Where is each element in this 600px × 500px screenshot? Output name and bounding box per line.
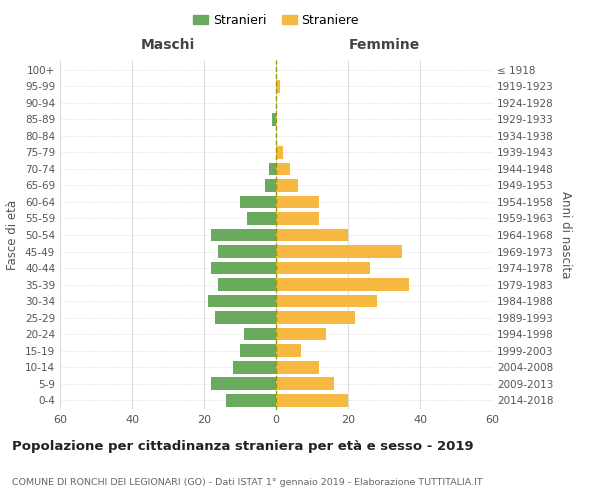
Bar: [240, 196, 276, 208]
Legend: Stranieri, Straniere: Stranieri, Straniere: [188, 8, 364, 32]
Bar: [211, 262, 276, 274]
Bar: [276, 394, 348, 406]
Bar: [276, 228, 348, 241]
Bar: [211, 228, 276, 241]
Text: Maschi: Maschi: [141, 38, 195, 52]
Bar: [276, 212, 319, 225]
Bar: [218, 245, 276, 258]
Bar: [215, 311, 276, 324]
Bar: [208, 294, 276, 308]
Bar: [211, 377, 276, 390]
Text: Popolazione per cittadinanza straniera per età e sesso - 2019: Popolazione per cittadinanza straniera p…: [12, 440, 473, 453]
Bar: [276, 377, 334, 390]
Bar: [276, 344, 301, 357]
Bar: [265, 179, 276, 192]
Bar: [272, 113, 276, 126]
Y-axis label: Anni di nascita: Anni di nascita: [559, 192, 572, 278]
Bar: [247, 212, 276, 225]
Bar: [269, 162, 276, 175]
Y-axis label: Fasce di età: Fasce di età: [7, 200, 19, 270]
Bar: [276, 360, 319, 374]
Bar: [276, 328, 326, 340]
Bar: [233, 360, 276, 374]
Bar: [276, 245, 402, 258]
Bar: [276, 196, 319, 208]
Bar: [244, 328, 276, 340]
Bar: [240, 344, 276, 357]
Text: COMUNE DI RONCHI DEI LEGIONARI (GO) - Dati ISTAT 1° gennaio 2019 - Elaborazione : COMUNE DI RONCHI DEI LEGIONARI (GO) - Da…: [12, 478, 482, 487]
Bar: [276, 179, 298, 192]
Bar: [276, 146, 283, 159]
Bar: [276, 262, 370, 274]
Bar: [276, 162, 290, 175]
Bar: [226, 394, 276, 406]
Bar: [276, 278, 409, 291]
Bar: [276, 80, 280, 93]
Text: Femmine: Femmine: [349, 38, 419, 52]
Bar: [218, 278, 276, 291]
Bar: [276, 294, 377, 308]
Bar: [276, 311, 355, 324]
